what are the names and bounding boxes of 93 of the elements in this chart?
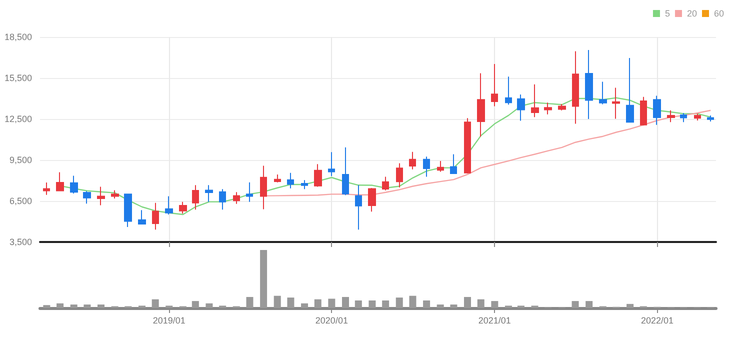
candlestick — [124, 194, 132, 228]
candlestick — [355, 184, 362, 230]
bar — [274, 296, 281, 308]
bar — [423, 300, 430, 308]
y-tick-label: 18,500 — [4, 32, 32, 42]
bar — [314, 299, 322, 308]
candlestick — [572, 50, 579, 124]
bar — [246, 296, 254, 308]
bar — [192, 301, 199, 308]
candlestick — [152, 202, 159, 230]
candlestick — [599, 81, 607, 105]
candlestick — [274, 174, 281, 183]
candlestick — [301, 180, 308, 190]
candlestick — [640, 96, 647, 126]
candlestick — [626, 58, 634, 123]
legend-label: 60 — [714, 8, 724, 18]
x-tick-label: 2021/01 — [478, 316, 511, 326]
bar — [626, 304, 634, 308]
candlestick — [246, 182, 253, 202]
candlestick — [56, 172, 64, 192]
bar — [572, 301, 579, 308]
candlestick — [409, 151, 416, 170]
candlestick — [531, 84, 539, 118]
candlestick — [423, 156, 430, 178]
bar — [382, 300, 390, 308]
legend-label: 5 — [664, 8, 670, 18]
candlestick — [97, 186, 105, 206]
bar — [84, 304, 91, 308]
candlestick — [382, 176, 389, 191]
candlestick — [342, 146, 349, 196]
x-tick-label: 2020/01 — [315, 316, 348, 326]
bar — [260, 250, 268, 308]
bar — [436, 304, 444, 308]
bar — [342, 296, 349, 308]
candlestick — [368, 188, 376, 212]
candlestick — [653, 95, 661, 126]
legend-label: 20 — [686, 8, 697, 18]
candlestick — [612, 87, 620, 120]
bar — [301, 303, 308, 308]
candlestick — [680, 112, 687, 123]
candlestick — [450, 154, 457, 174]
candlestick — [205, 184, 213, 202]
bar — [206, 303, 213, 308]
bar — [152, 299, 159, 308]
candlestick — [558, 103, 566, 111]
x-tick-label: 2022/01 — [640, 316, 674, 326]
candlestick — [111, 190, 119, 200]
candlestick — [707, 114, 714, 122]
candlestick — [192, 184, 199, 210]
bar — [287, 298, 294, 308]
candlestick — [517, 94, 525, 122]
candlestick — [83, 190, 91, 204]
bar — [491, 301, 498, 308]
candlestick — [165, 196, 173, 216]
bar — [368, 300, 376, 308]
candlestick — [437, 160, 444, 172]
bar — [586, 301, 593, 308]
bar — [409, 296, 416, 308]
candlestick — [179, 201, 187, 214]
candlestick — [544, 102, 552, 115]
candlestick — [287, 172, 294, 189]
candlestick — [396, 162, 403, 188]
bar — [450, 304, 458, 308]
y-tick-label: 9,500 — [9, 155, 32, 165]
candlestick — [260, 165, 267, 210]
candlestick — [464, 118, 471, 174]
bar — [396, 298, 403, 308]
bar — [43, 305, 50, 308]
candlestick — [219, 188, 226, 210]
bar — [328, 298, 336, 308]
y-tick-label: 15,500 — [4, 73, 32, 83]
candlestick — [694, 113, 701, 122]
candlestick — [138, 210, 146, 224]
bar — [464, 296, 472, 308]
candlestick — [43, 182, 50, 196]
candlestick — [491, 64, 498, 107]
bar — [56, 303, 64, 308]
candlestick — [667, 110, 675, 123]
candlestick — [328, 152, 335, 177]
candlestick — [233, 192, 240, 204]
candlestick — [314, 164, 322, 188]
bar — [98, 304, 105, 308]
y-tick-label: 12,500 — [4, 114, 32, 124]
x-tick-label: 2019/01 — [152, 316, 186, 326]
candlestick — [70, 175, 78, 194]
candlestick — [477, 72, 485, 138]
bar — [354, 300, 362, 308]
bar — [477, 299, 484, 308]
candlestick — [505, 76, 512, 106]
y-tick-label: 3,500 — [9, 237, 32, 247]
bar — [70, 304, 78, 308]
y-tick-label: 6,500 — [9, 196, 32, 206]
candlestick — [585, 49, 593, 120]
